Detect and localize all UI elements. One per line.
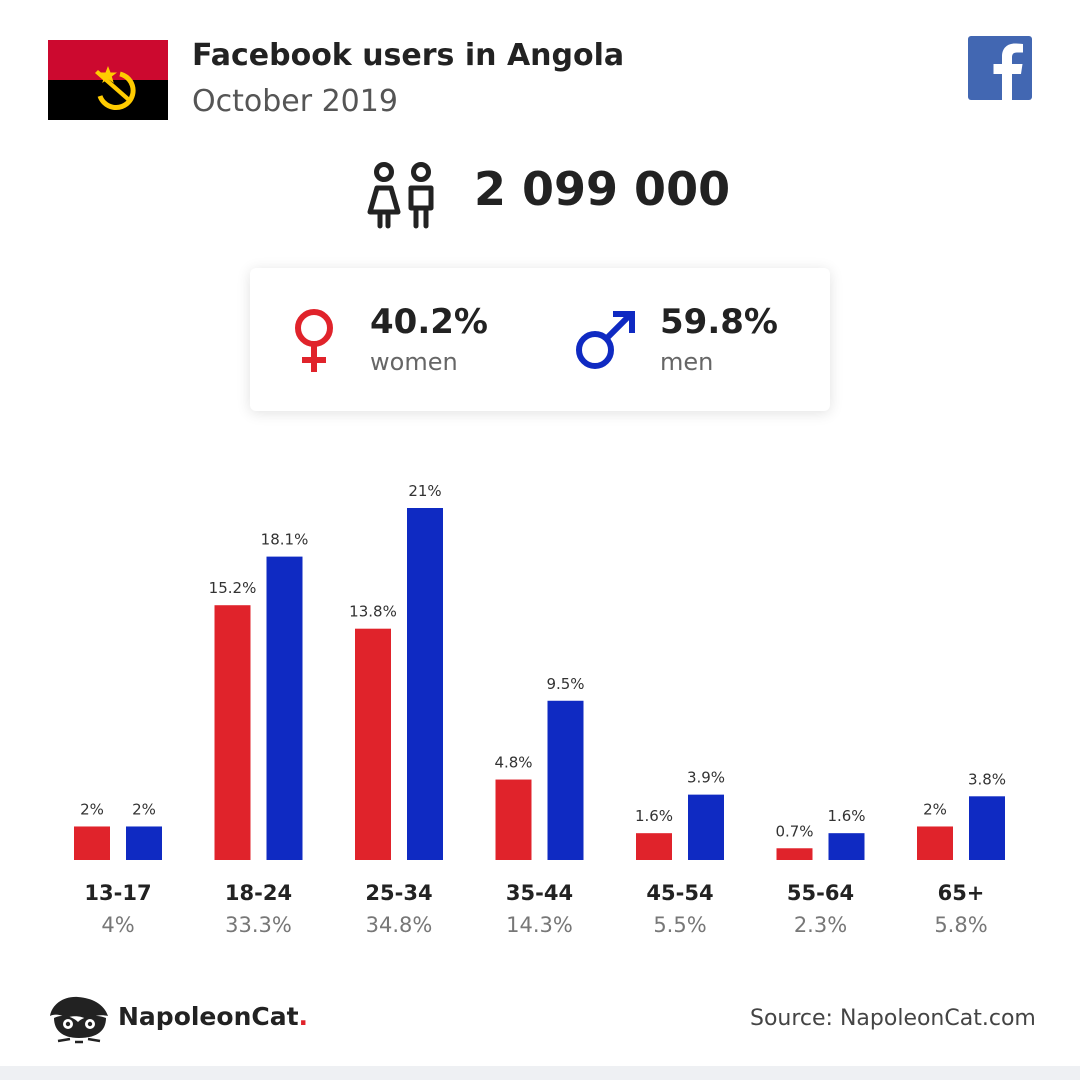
brand-dot: . xyxy=(298,1002,309,1031)
category-total-55-64: 2.3% xyxy=(794,913,847,937)
source-credit: Source: NapoleonCat.com xyxy=(750,1006,1036,1031)
data-label-men-45-54: 3.9% xyxy=(687,769,725,787)
men-percent: 59.8% xyxy=(660,302,778,342)
total-users-value: 2 099 000 xyxy=(474,162,731,216)
data-label-men-35-44: 9.5% xyxy=(546,675,584,693)
venus-icon xyxy=(295,309,333,372)
category-label-25-34: 25-34 xyxy=(365,881,432,905)
mars-icon xyxy=(576,311,635,369)
gender-split-card: 40.2% women 59.8% men xyxy=(250,268,830,411)
women-percent: 40.2% xyxy=(370,302,488,342)
data-label-men-18-24: 18.1% xyxy=(261,531,309,549)
category-total-45-54: 5.5% xyxy=(653,913,706,937)
data-label-women-35-44: 4.8% xyxy=(494,754,532,772)
bar-men-55-64 xyxy=(828,833,865,860)
category-label-13-17: 13-17 xyxy=(84,881,151,905)
page-title: Facebook users in Angola xyxy=(192,38,625,73)
napoleoncat-logo-icon xyxy=(50,996,108,1044)
age-gender-bar-chart: 2% 2% 13-17 4% 15.2% 18.1% 18-24 33.3% 13.8% 21% 2… xyxy=(74,482,1006,937)
bar-men-25-34 xyxy=(407,508,443,860)
brand-text: NapoleonCat xyxy=(118,1002,299,1031)
people-icon xyxy=(367,162,434,229)
category-label-45-54: 45-54 xyxy=(646,881,713,905)
data-label-women-45-54: 1.6% xyxy=(635,807,673,825)
data-label-men-13-17: 2% xyxy=(132,800,156,818)
facebook-logo-icon[interactable] xyxy=(968,36,1032,100)
bar-men-13-17 xyxy=(126,826,162,860)
bar-men-35-44 xyxy=(547,700,584,860)
category-label-18-24: 18-24 xyxy=(225,881,292,905)
bar-men-18-24 xyxy=(266,556,303,860)
category-label-65+: 65+ xyxy=(938,881,985,905)
category-total-25-34: 34.8% xyxy=(366,913,433,937)
category-total-13-17: 4% xyxy=(101,913,134,937)
category-total-18-24: 33.3% xyxy=(225,913,292,937)
page-subtitle: October 2019 xyxy=(192,84,398,119)
data-label-men-25-34: 21% xyxy=(408,482,441,500)
data-label-women-13-17: 2% xyxy=(80,800,104,818)
category-total-65+: 5.8% xyxy=(934,913,987,937)
data-label-men-55-64: 1.6% xyxy=(827,807,865,825)
bottom-strip xyxy=(0,1066,1080,1080)
category-total-35-44: 14.3% xyxy=(506,913,573,937)
bar-women-65+ xyxy=(917,826,953,860)
data-label-women-18-24: 15.2% xyxy=(209,579,257,597)
category-label-55-64: 55-64 xyxy=(787,881,854,905)
bar-men-45-54 xyxy=(688,794,724,860)
bar-women-25-34 xyxy=(355,628,391,860)
men-label: men xyxy=(660,348,714,376)
bar-women-18-24 xyxy=(214,605,251,860)
data-label-women-65+: 2% xyxy=(923,800,947,818)
bar-women-35-44 xyxy=(495,779,532,860)
data-label-men-65+: 3.8% xyxy=(968,770,1006,788)
women-label: women xyxy=(370,348,458,376)
bar-men-65+ xyxy=(969,796,1005,860)
data-label-women-25-34: 13.8% xyxy=(349,603,397,621)
category-label-35-44: 35-44 xyxy=(506,881,573,905)
bar-women-55-64 xyxy=(776,848,813,860)
brand-name[interactable]: NapoleonCat. xyxy=(118,1002,308,1031)
data-label-women-55-64: 0.7% xyxy=(775,822,813,840)
bar-women-45-54 xyxy=(636,833,672,860)
angola-flag-icon xyxy=(48,40,168,120)
bar-women-13-17 xyxy=(74,826,110,860)
